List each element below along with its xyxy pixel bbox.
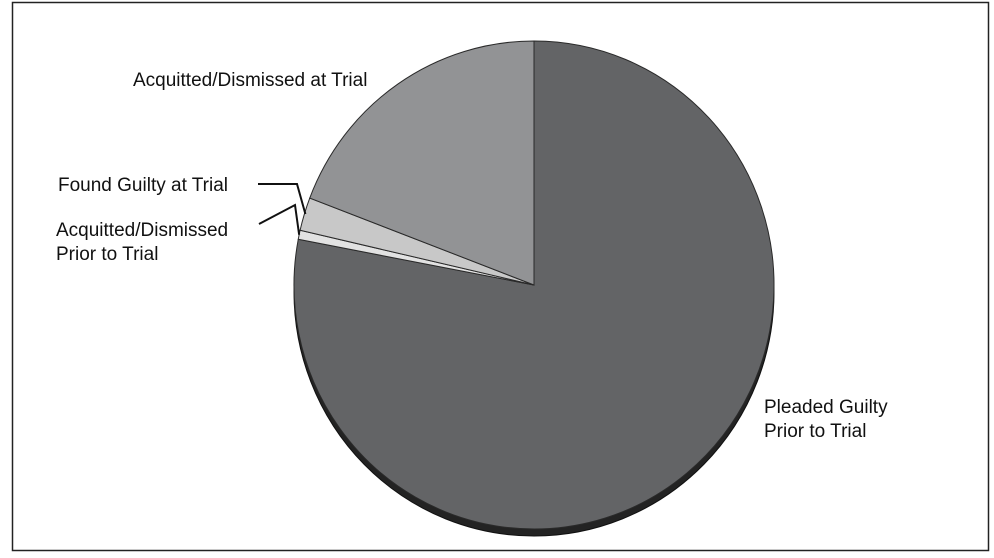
leader-line-1 <box>258 203 301 235</box>
slice-label-0: Pleaded Guilty Prior to Trial <box>764 397 888 442</box>
slice-label-1-line-0: Acquitted/Dismissed <box>56 220 228 241</box>
slice-label-2-line-0: Found Guilty at Trial <box>58 175 228 196</box>
slice-label-1: Acquitted/Dismissed Prior to Trial <box>56 220 228 265</box>
slice-label-3: Acquitted/Dismissed at Trial <box>133 70 367 91</box>
leader-line-2 <box>258 183 307 215</box>
pie-slice-3 <box>309 40 535 286</box>
slice-label-0-line-1: Prior to Trial <box>764 421 866 442</box>
slice-label-3-line-0: Acquitted/Dismissed at Trial <box>133 70 367 91</box>
slice-label-1-line-1: Prior to Trial <box>56 244 158 265</box>
slice-label-0-line-0: Pleaded Guilty <box>764 397 888 418</box>
slice-label-2: Found Guilty at Trial <box>58 175 228 196</box>
